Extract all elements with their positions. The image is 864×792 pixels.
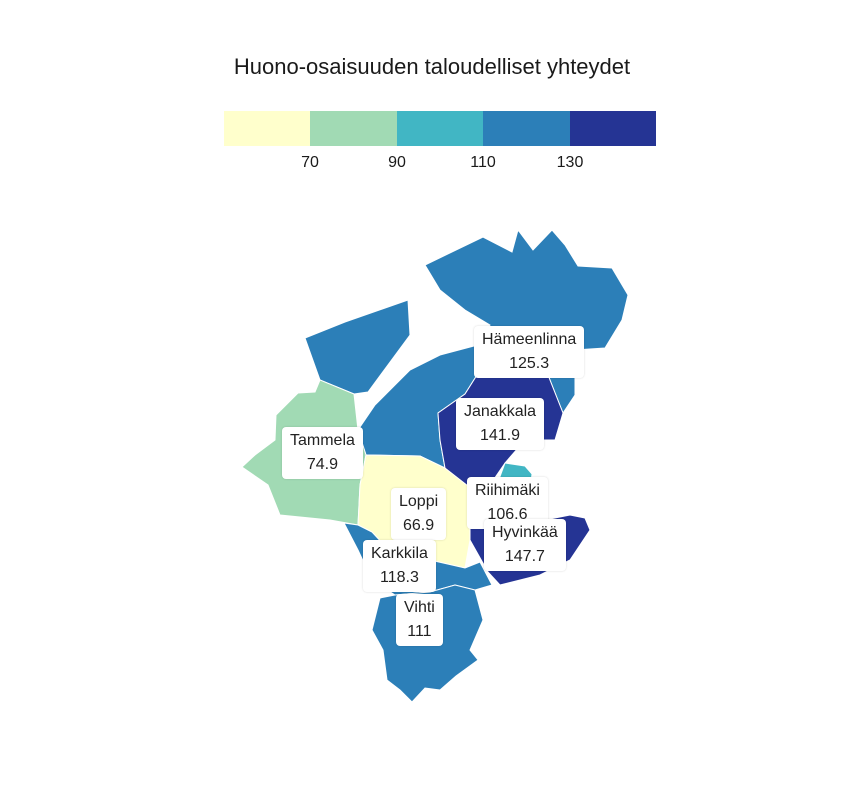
region-name: Loppi [399,493,439,510]
region-value: 111 [407,623,432,640]
region-label-loppi: Loppi 66.9 [391,488,447,540]
map-title: Huono-osaisuuden taloudelliset yhteydet [233,54,631,79]
region-label-tammela: Tammela 74.9 [282,427,363,479]
region-name: Karkkila [371,545,428,562]
legend-swatch-1 [224,111,311,146]
region-label-hyvinkaa: Hyvinkää 147.7 [484,519,566,571]
region-name: Hämeenlinna [482,331,577,348]
legend-swatch-2 [310,111,397,146]
region-value: 125.3 [509,355,550,372]
legend-swatch-5 [569,111,657,146]
color-legend [224,111,657,146]
region-label-vihti: Vihti 111 [396,594,443,646]
region-name: Vihti [404,599,435,616]
region-value: 141.9 [480,427,521,444]
region-value: 106.6 [487,506,528,523]
legend-swatch-3 [396,111,484,146]
region-name: Janakkala [464,403,537,420]
region-name: Hyvinkää [492,524,558,541]
region-name: Riihimäki [475,482,540,499]
region-value: 66.9 [403,517,435,534]
region-value: 74.9 [306,456,339,473]
region-value: 147.7 [504,548,545,565]
legend-swatch-4 [483,111,570,146]
region-name: Tammela [290,432,355,449]
region-label-karkkila: Karkkila 118.3 [363,540,436,592]
legend-tick: 90 [388,154,406,171]
region-label-janakkala: Janakkala 141.9 [456,398,545,450]
legend-tick: 130 [556,154,584,171]
region-value: 118.3 [380,569,419,586]
legend-tick: 70 [301,154,319,171]
legend-tick: 110 [470,154,496,171]
region-label-hameenlinna: Hämeenlinna 125.3 [474,326,585,378]
